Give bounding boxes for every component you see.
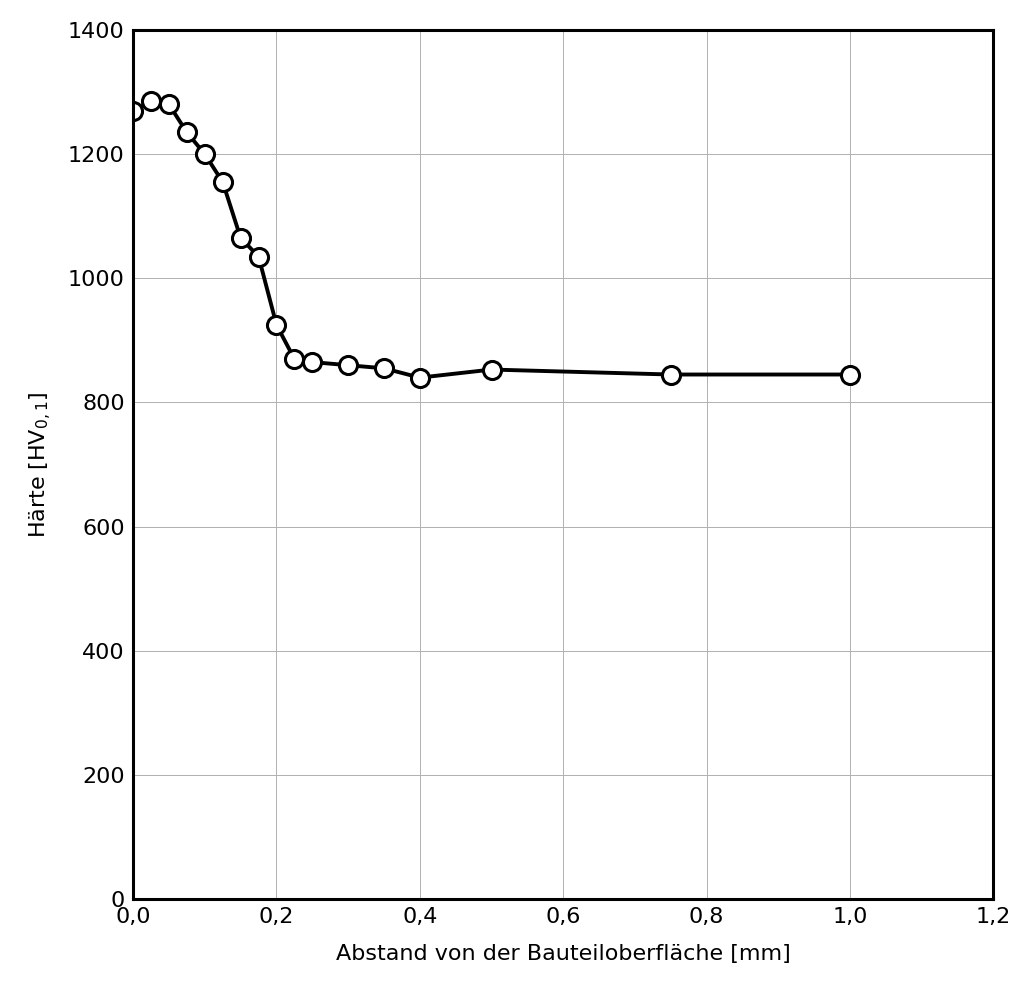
X-axis label: Abstand von der Bauteiloberfläche [mm]: Abstand von der Bauteiloberfläche [mm]: [336, 944, 791, 964]
Y-axis label: Härte [HV$_{0,1}$]: Härte [HV$_{0,1}$]: [28, 392, 54, 537]
